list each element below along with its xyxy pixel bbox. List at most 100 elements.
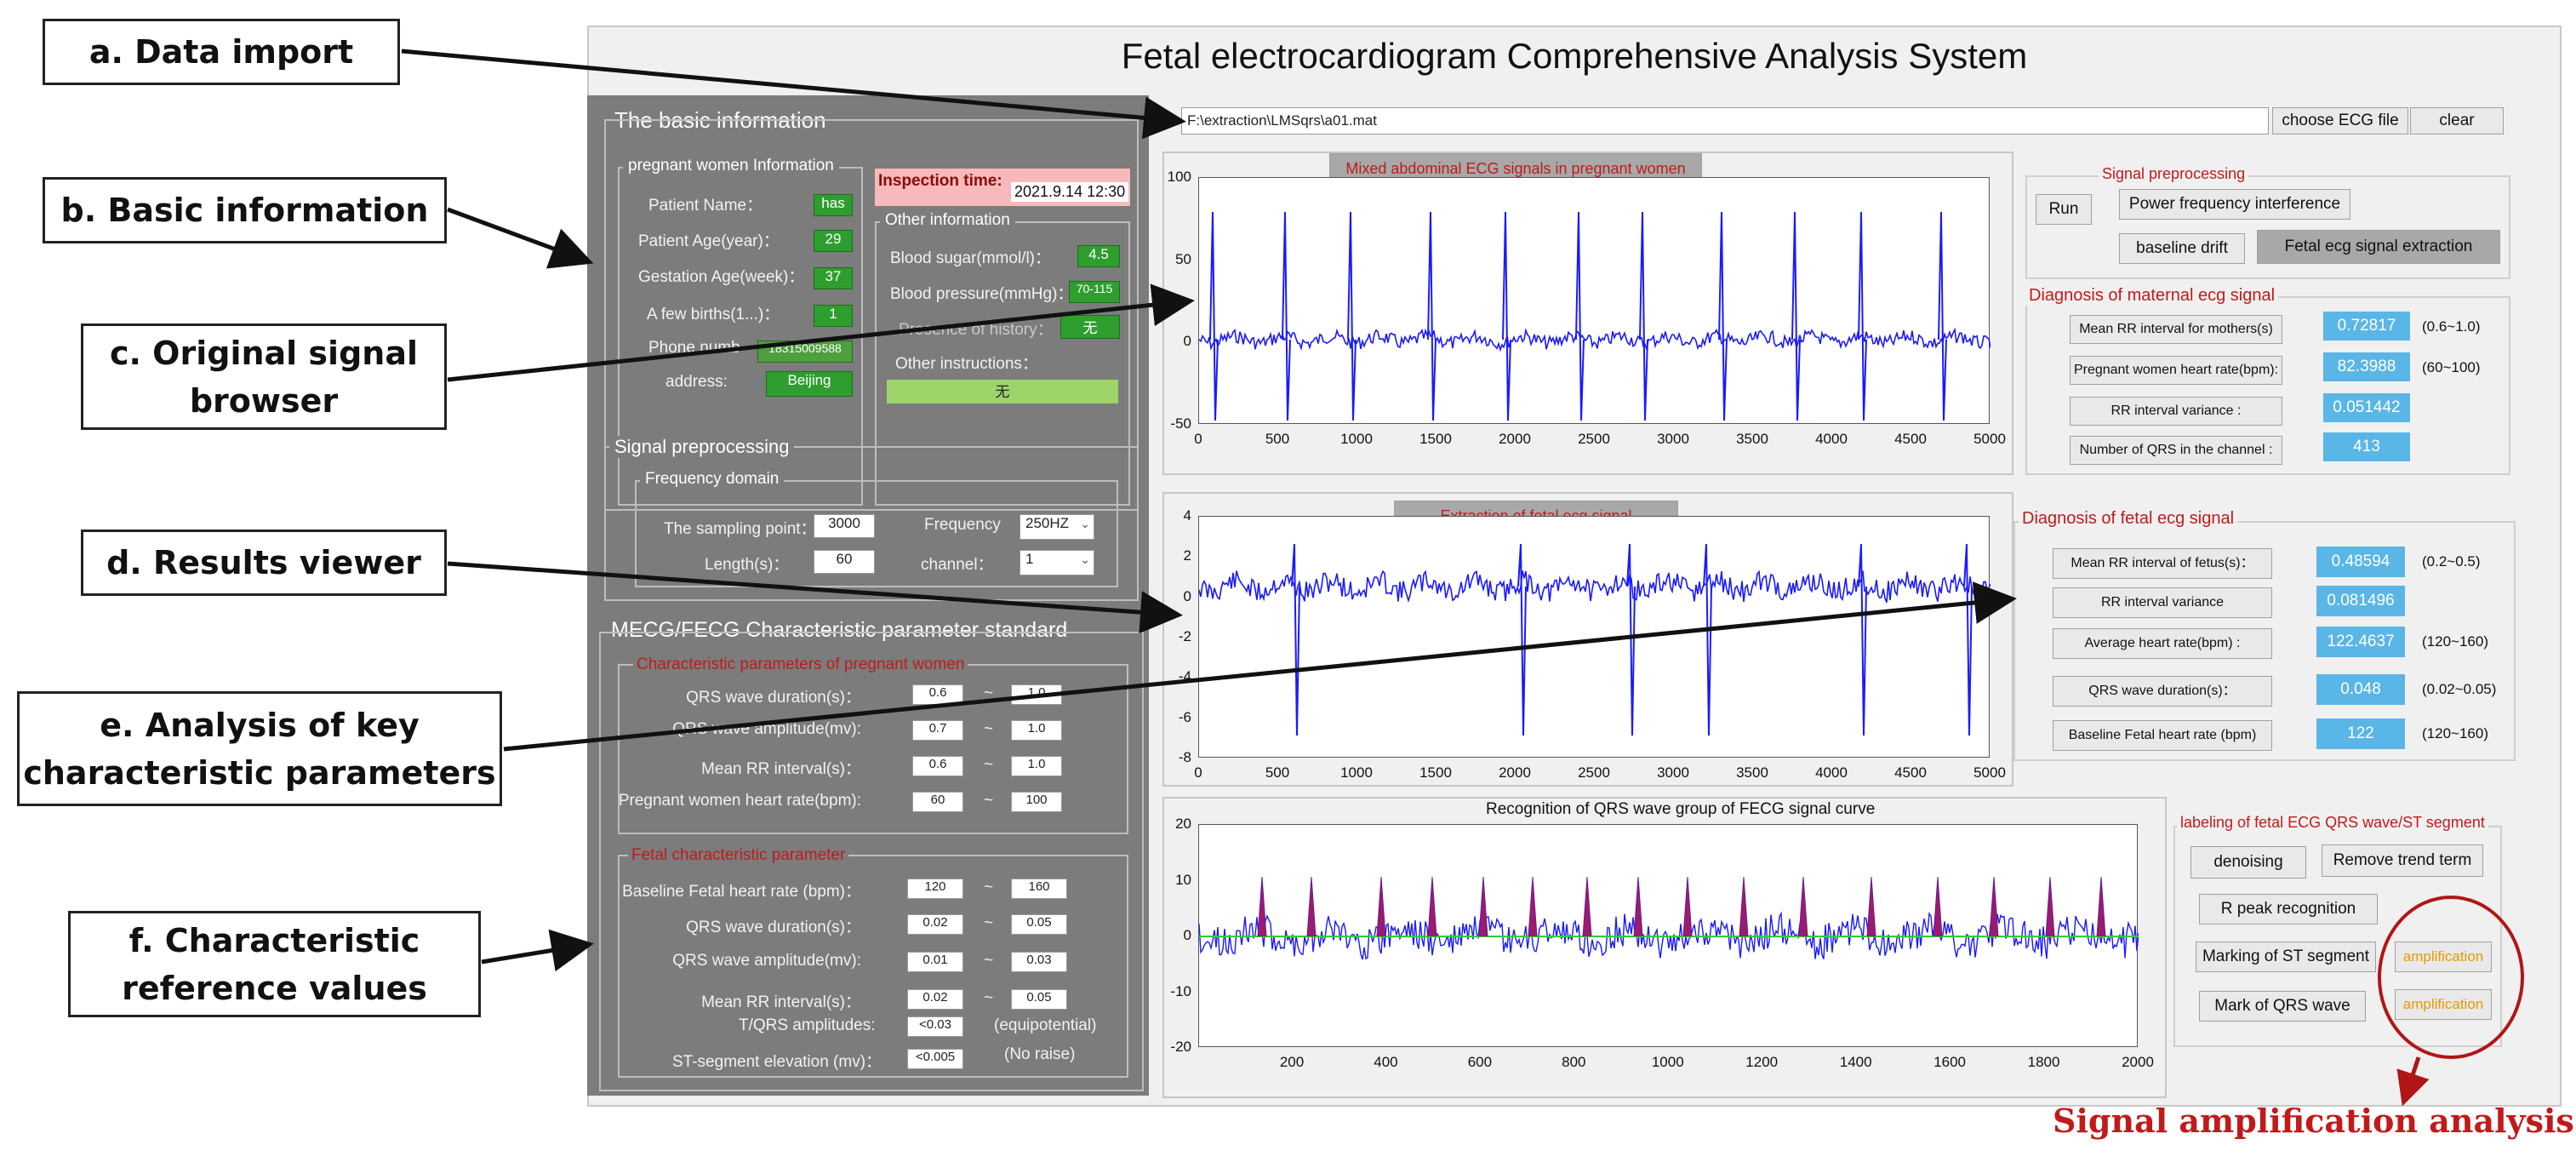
freq-domain-group: [635, 480, 1118, 587]
fetal-param-range: (120~160): [2422, 725, 2488, 741]
fetal-param-max[interactable]: 0.03: [1011, 952, 1067, 972]
fetal-extraction-button[interactable]: Fetal ecg signal extraction: [2257, 230, 2500, 264]
sampling-input[interactable]: 3000: [814, 514, 875, 538]
plot2-xtick: 4000: [1815, 764, 1848, 781]
arrow-results-viewer: [447, 561, 1183, 634]
denoising-button[interactable]: denoising: [2190, 846, 2306, 879]
pregnant-param-max[interactable]: 1.0: [1011, 720, 1062, 741]
instructions-field[interactable]: 无: [887, 380, 1118, 404]
pregnant-param-label: Mean RR interval(s)：: [701, 760, 861, 778]
tqrs-value[interactable]: <0.03: [907, 1016, 963, 1037]
blood-pressure-field[interactable]: 70-115: [1069, 281, 1120, 303]
plot2-xtick: 0: [1194, 764, 1202, 781]
remove-trend-button[interactable]: Remove trend term: [2322, 844, 2483, 877]
frequency-value: 250HZ: [1025, 515, 1070, 531]
fetal-param-label: Baseline Fetal heart rate (bpm)：: [622, 883, 861, 901]
patient-age-field[interactable]: 29: [814, 230, 853, 252]
pregnant-param-min[interactable]: 0.7: [912, 720, 963, 741]
pregnant-param-label: Pregnant women heart rate(bpm):: [618, 792, 861, 810]
pregnant-param-max[interactable]: 1.0: [1011, 756, 1062, 776]
fetal-param-max[interactable]: 0.05: [1011, 914, 1067, 935]
channel-select[interactable]: 1 ⌄: [1020, 550, 1094, 575]
fetal-params-group: [618, 855, 1128, 1078]
file-path-input[interactable]: F:\extraction\LMSqrs\a01.mat: [1181, 107, 2269, 135]
fetal-param-button[interactable]: Average heart rate(bpm) :: [2053, 628, 2272, 659]
frequency-select[interactable]: 250HZ ⌄: [1020, 514, 1094, 540]
fetal-param-button[interactable]: QRS wave duration(s)：: [2053, 676, 2272, 707]
plot3-qrs-mark: [1427, 876, 1437, 937]
plot2-spike: [1963, 543, 1973, 736]
inspection-time-value[interactable]: 2021.9.14 12:30: [1011, 182, 1129, 202]
freq-domain-title: Frequency domain: [640, 470, 785, 489]
plot2-xtick: 5000: [1973, 764, 2006, 781]
history-field[interactable]: 无: [1060, 315, 1120, 339]
patient-name-field[interactable]: has: [814, 194, 853, 216]
plot2-svg: [1199, 543, 1991, 736]
fetal-param-button[interactable]: RR interval variance: [2053, 587, 2272, 618]
clear-button[interactable]: clear: [2410, 107, 2504, 135]
pregnant-param-min[interactable]: 60: [912, 792, 963, 812]
standard-title: MECG/FECG Characteristic parameter stand…: [606, 618, 1073, 643]
fetal-param-button[interactable]: Baseline Fetal heart rate (bpm): [2053, 720, 2272, 751]
plot3-ytick: 20: [1175, 816, 1191, 832]
plot3-xtick: 1600: [1933, 1054, 1967, 1070]
choose-file-button[interactable]: choose ECG file: [2272, 107, 2408, 135]
baseline-drift-button[interactable]: baseline drift: [2119, 233, 2245, 264]
maternal-param-button[interactable]: Mean RR interval for mothers(s): [2070, 315, 2282, 344]
maternal-param-value: 413: [2323, 432, 2410, 461]
plot2-spike: [1858, 543, 1867, 736]
blood-sugar-field[interactable]: 4.5: [1077, 245, 1120, 267]
blood-sugar-label: Blood sugar(mmol/l)：: [890, 249, 1051, 267]
pregnant-param-label: QRS wave amplitude(mv):: [672, 720, 861, 738]
plot3-qrs-mark: [1866, 876, 1876, 937]
amplification-st-button[interactable]: amplification: [2395, 942, 2492, 972]
st-marking-button[interactable]: Marking of ST segment: [2196, 942, 2376, 972]
address-field[interactable]: Beijing: [766, 371, 853, 397]
r-peak-button[interactable]: R peak recognition: [2199, 894, 2378, 924]
pregnant-param-max[interactable]: 100: [1011, 792, 1062, 812]
st-label: ST-segment elevation (mv)：: [672, 1053, 882, 1071]
fetal-param-button[interactable]: Mean RR interval of fetus(s)：: [2053, 548, 2272, 579]
plot2-xtick: 1000: [1340, 764, 1373, 781]
plot1-xtick: 0: [1194, 431, 1202, 447]
fetal-param-range: (0.2~0.5): [2422, 553, 2481, 570]
plot2-xtick: 500: [1265, 764, 1290, 781]
plot1-ytick: -50: [1170, 415, 1191, 432]
patient-age-label: Patient Age(year)：: [638, 232, 780, 250]
fetal-param-min[interactable]: 120: [907, 879, 963, 899]
run-button[interactable]: Run: [2036, 194, 2092, 225]
maternal-param-button[interactable]: Pregnant women heart rate(bpm):: [2070, 356, 2282, 385]
fetal-param-min[interactable]: 0.01: [907, 952, 963, 972]
length-input[interactable]: 60: [814, 550, 875, 574]
preproc-left-title: Signal preprocessing: [609, 436, 795, 458]
plot3-qrs-mark: [1633, 876, 1643, 937]
fetal-param-min[interactable]: 0.02: [907, 914, 963, 935]
maternal-param-button[interactable]: RR interval variance :: [2070, 397, 2282, 426]
plot1-svg: [1199, 211, 1991, 421]
plot3-xtick: 200: [1279, 1054, 1305, 1070]
gestation-field[interactable]: 37: [814, 267, 853, 289]
plot1-xtick: 1500: [1419, 431, 1452, 447]
plot2-ytick: 4: [1183, 507, 1191, 524]
plot3-qrs-mark: [1739, 876, 1749, 937]
qrs-marking-button[interactable]: Mark of QRS wave: [2199, 991, 2366, 1022]
fetal-param-max[interactable]: 0.05: [1011, 989, 1067, 1010]
amplification-qrs-button[interactable]: amplification: [2395, 989, 2492, 1020]
births-field[interactable]: 1: [814, 305, 853, 327]
pregnant-param-min[interactable]: 0.6: [912, 684, 963, 705]
plot1-xtick: 4000: [1815, 431, 1848, 447]
range-tilde: ~: [984, 879, 994, 896]
tqrs-label: T/QRS amplitudes:: [739, 1016, 876, 1034]
pregnant-param-min[interactable]: 0.6: [912, 756, 963, 776]
fetal-param-range: (120~160): [2422, 633, 2488, 650]
fetal-param-min[interactable]: 0.02: [907, 989, 963, 1010]
fetal-param-max[interactable]: 160: [1011, 879, 1067, 899]
other-info-title: Other information: [880, 211, 1015, 230]
range-tilde: ~: [984, 756, 994, 774]
callout-reference-line2: reference values: [122, 969, 427, 1007]
power-frequency-button[interactable]: Power frequency interference: [2119, 189, 2350, 220]
callout-results-viewer: d. Results viewer: [81, 529, 447, 596]
maternal-param-button[interactable]: Number of QRS in the channel :: [2070, 436, 2282, 465]
st-value[interactable]: <0.005: [907, 1049, 963, 1069]
plot3-qrs-mark: [2096, 876, 2106, 937]
